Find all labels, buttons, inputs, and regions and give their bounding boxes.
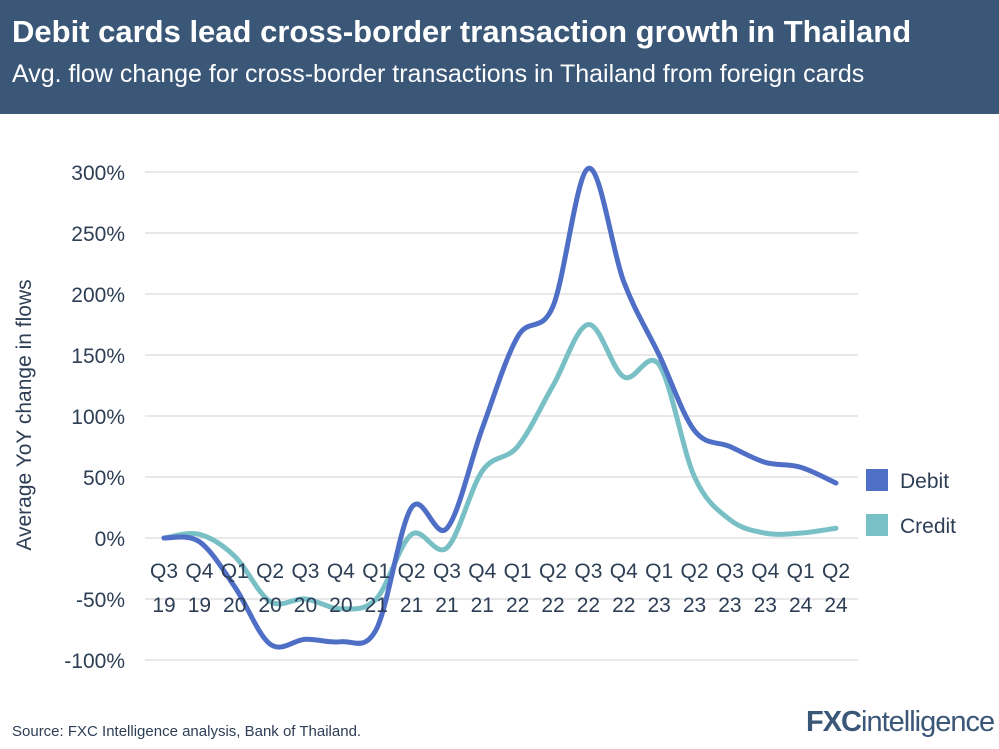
x-tick-label: 22 xyxy=(577,594,600,617)
x-tick-label: Q4 xyxy=(751,560,779,583)
x-tick-label: 23 xyxy=(754,594,777,617)
source-note: Source: FXC Intelligence analysis, Bank … xyxy=(12,723,362,740)
y-tick-label: 300% xyxy=(71,162,125,185)
x-tick-label: Q3 xyxy=(291,560,319,583)
chart-title: Debit cards lead cross-border transactio… xyxy=(12,14,912,49)
header: Debit cards lead cross-border transactio… xyxy=(0,0,999,114)
chart-subtitle: Avg. flow change for cross-border transa… xyxy=(12,60,865,88)
x-tick-label: 21 xyxy=(435,594,458,617)
y-tick-label: 100% xyxy=(71,406,125,429)
x-tick-label: Q4 xyxy=(610,560,638,583)
x-tick-label: Q3 xyxy=(433,560,461,583)
legend-label-credit: Credit xyxy=(900,515,956,538)
x-tick-label: Q2 xyxy=(256,560,284,583)
fxc-intelligence-logo: FXCintelligence xyxy=(806,706,995,738)
x-tick-label: 23 xyxy=(683,594,706,617)
x-tick-label: Q2 xyxy=(681,560,709,583)
legend-swatch-debit xyxy=(866,469,888,491)
x-tick-label: 23 xyxy=(647,594,670,617)
y-tick-label: 150% xyxy=(71,345,125,368)
x-tick-label: 23 xyxy=(718,594,741,617)
x-tick-label: 22 xyxy=(612,594,635,617)
x-tick-label: 20 xyxy=(294,594,317,617)
series-line-debit xyxy=(161,165,839,650)
y-tick-label: 200% xyxy=(71,284,125,307)
x-tick-label: Q1 xyxy=(787,560,815,583)
x-tick-label: Q4 xyxy=(327,560,355,583)
x-tick-label: 21 xyxy=(365,594,388,617)
x-tick-label: 20 xyxy=(258,594,281,617)
x-tick-label: Q2 xyxy=(822,560,850,583)
y-tick-label: -100% xyxy=(64,650,125,673)
y-tick-label: 0% xyxy=(95,528,125,551)
y-axis-label: Average YoY change in flows xyxy=(13,279,36,550)
y-tick-label: -50% xyxy=(76,589,125,612)
x-tick-label: 24 xyxy=(789,594,813,617)
x-tick-label: Q1 xyxy=(362,560,390,583)
x-tick-label: 20 xyxy=(223,594,246,617)
x-tick-label: 19 xyxy=(188,594,211,617)
x-tick-label: 21 xyxy=(400,594,423,617)
x-tick-label: Q1 xyxy=(504,560,532,583)
legend-swatch-credit xyxy=(866,514,888,536)
y-tick-label: 250% xyxy=(71,223,125,246)
legend-label-debit: Debit xyxy=(900,470,949,493)
x-tick-label: 24 xyxy=(824,594,848,617)
x-tick-label: Q2 xyxy=(398,560,426,583)
x-tick-label: Q3 xyxy=(716,560,744,583)
x-tick-label: 19 xyxy=(152,594,175,617)
x-tick-label: Q4 xyxy=(185,560,213,583)
x-tick-label: 20 xyxy=(329,594,352,617)
x-tick-label: 22 xyxy=(506,594,529,617)
x-tick-label: Q3 xyxy=(574,560,602,583)
x-tick-label: Q3 xyxy=(150,560,178,583)
series-line-credit xyxy=(161,322,839,612)
x-tick-label: Q1 xyxy=(645,560,673,583)
x-tick-label: Q2 xyxy=(539,560,567,583)
x-tick-label: Q4 xyxy=(468,560,496,583)
x-tick-label: 21 xyxy=(471,594,494,617)
x-tick-label: Q1 xyxy=(221,560,249,583)
y-tick-label: 50% xyxy=(83,467,125,490)
x-tick-label: 22 xyxy=(541,594,564,617)
